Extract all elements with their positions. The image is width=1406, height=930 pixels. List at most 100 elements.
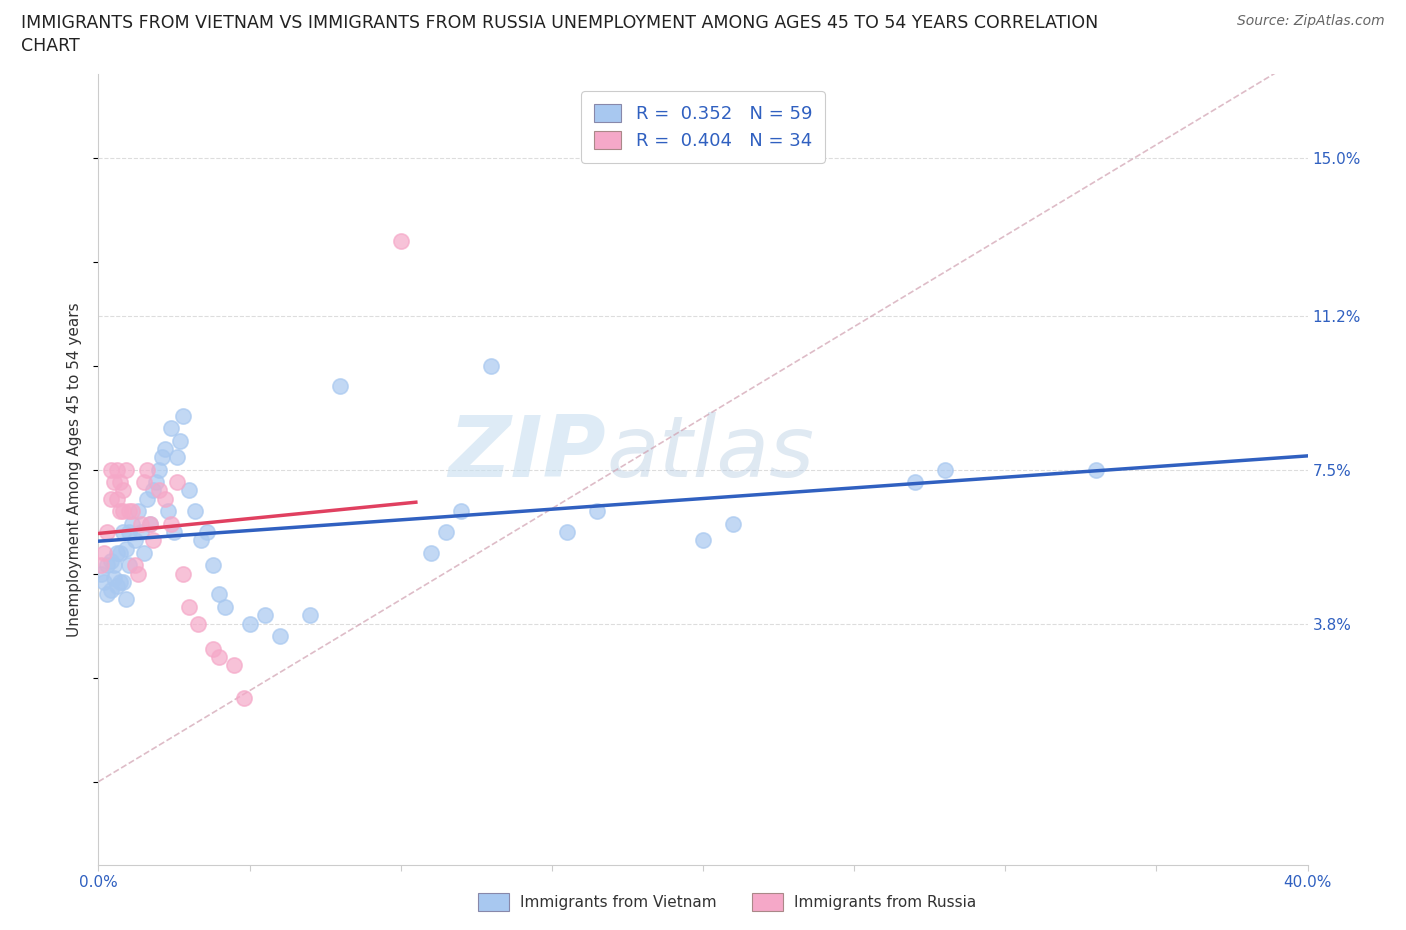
Point	[118, 504, 141, 519]
Point	[481, 358, 503, 373]
Point	[450, 504, 472, 519]
Y-axis label: Unemployment Among Ages 45 to 54 years: Unemployment Among Ages 45 to 54 years	[67, 302, 83, 637]
Point	[121, 516, 143, 531]
Point	[100, 462, 122, 477]
Point	[208, 649, 231, 664]
Point	[190, 533, 212, 548]
Point	[114, 591, 136, 606]
Point	[156, 504, 179, 519]
Point	[103, 474, 125, 489]
Point	[202, 641, 225, 656]
Text: atlas: atlas	[606, 412, 814, 496]
Point	[100, 583, 122, 598]
Point	[96, 587, 118, 602]
Point	[90, 558, 112, 573]
Point	[111, 483, 134, 498]
Point	[96, 525, 118, 539]
Point	[232, 691, 254, 706]
Point	[121, 504, 143, 519]
Text: ZIP: ZIP	[449, 412, 606, 496]
Point	[269, 629, 291, 644]
Point	[139, 516, 162, 531]
Point	[139, 516, 162, 531]
Point	[142, 533, 165, 548]
Point	[299, 608, 322, 623]
Point	[129, 525, 152, 539]
Point	[166, 450, 188, 465]
Point	[172, 408, 194, 423]
Point	[135, 491, 157, 506]
Point	[105, 545, 128, 560]
Point	[105, 578, 128, 593]
Point	[214, 600, 236, 615]
Point	[105, 462, 128, 477]
Point	[108, 504, 131, 519]
Point	[148, 462, 170, 477]
Point	[96, 558, 118, 573]
Point	[179, 483, 201, 498]
Point	[132, 545, 155, 560]
Point	[934, 462, 956, 477]
Point	[224, 658, 246, 672]
Text: CHART: CHART	[21, 37, 80, 55]
Point	[195, 525, 218, 539]
Point	[124, 558, 146, 573]
Point	[586, 504, 609, 519]
Point	[108, 545, 131, 560]
Point	[160, 420, 183, 435]
Point	[153, 442, 176, 457]
Point	[142, 483, 165, 498]
Point	[105, 491, 128, 506]
FancyBboxPatch shape	[478, 893, 509, 911]
Point	[103, 570, 125, 585]
Point	[179, 600, 201, 615]
Point	[184, 504, 207, 519]
Point	[329, 379, 352, 394]
Point	[132, 474, 155, 489]
Point	[90, 566, 112, 581]
Text: Immigrants from Vietnam: Immigrants from Vietnam	[520, 895, 717, 910]
Point	[208, 587, 231, 602]
Point	[114, 462, 136, 477]
Point	[127, 566, 149, 581]
Point	[111, 575, 134, 590]
Point	[114, 541, 136, 556]
Legend: R =  0.352   N = 59, R =  0.404   N = 34: R = 0.352 N = 59, R = 0.404 N = 34	[581, 91, 825, 163]
Point	[145, 474, 167, 489]
Point	[148, 483, 170, 498]
Point	[108, 575, 131, 590]
Point	[111, 525, 134, 539]
Point	[93, 545, 115, 560]
Point	[166, 474, 188, 489]
FancyBboxPatch shape	[752, 893, 783, 911]
Point	[103, 558, 125, 573]
Point	[1085, 462, 1108, 477]
Point	[169, 433, 191, 448]
Point	[108, 474, 131, 489]
Point	[434, 525, 457, 539]
Text: IMMIGRANTS FROM VIETNAM VS IMMIGRANTS FROM RUSSIA UNEMPLOYMENT AMONG AGES 45 TO : IMMIGRANTS FROM VIETNAM VS IMMIGRANTS FR…	[21, 14, 1098, 32]
Point	[93, 575, 115, 590]
Point	[163, 525, 186, 539]
Point	[172, 566, 194, 581]
Point	[904, 474, 927, 489]
Point	[129, 516, 152, 531]
Point	[118, 525, 141, 539]
Point	[202, 558, 225, 573]
Point	[111, 504, 134, 519]
Point	[100, 553, 122, 568]
Text: Immigrants from Russia: Immigrants from Russia	[794, 895, 977, 910]
Point	[389, 233, 412, 248]
Text: Source: ZipAtlas.com: Source: ZipAtlas.com	[1237, 14, 1385, 28]
Point	[555, 525, 578, 539]
Point	[253, 608, 276, 623]
Point	[160, 516, 183, 531]
Point	[420, 545, 443, 560]
Point	[187, 617, 209, 631]
Point	[153, 491, 176, 506]
Point	[239, 617, 262, 631]
Point	[692, 533, 714, 548]
Point	[723, 516, 745, 531]
Point	[150, 450, 173, 465]
Point	[100, 491, 122, 506]
